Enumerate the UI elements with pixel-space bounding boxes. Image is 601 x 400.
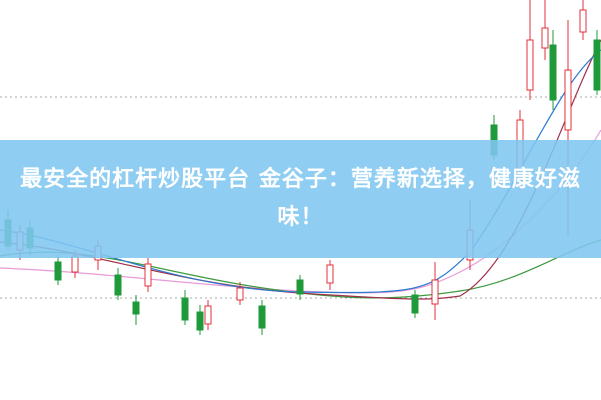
ma-line bbox=[0, 49, 601, 294]
candles bbox=[4, 0, 601, 335]
headline-banner: 最安全的杠杆炒股平台 金谷子：营养新选择，健康好滋味！ bbox=[0, 140, 601, 258]
headline: 最安全的杠杆炒股平台 金谷子：营养新选择，健康好滋味！ bbox=[20, 167, 581, 230]
